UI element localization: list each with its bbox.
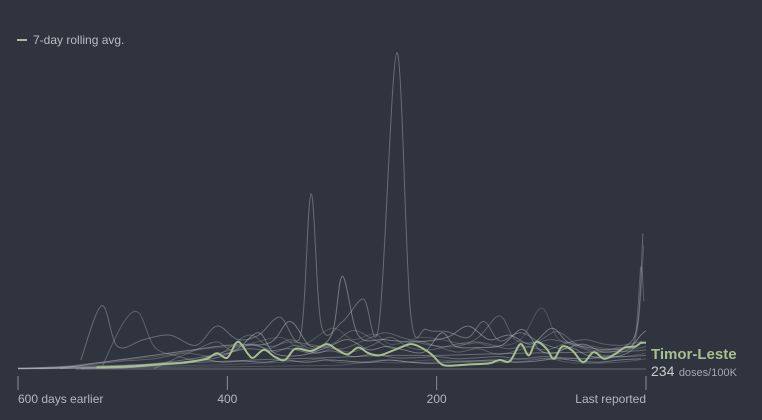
legend-swatch <box>17 39 27 41</box>
x-tick-label: 200 <box>427 392 447 406</box>
highlight-value: 234 <box>651 363 675 380</box>
highlight-country-label: Timor-Leste <box>651 346 737 363</box>
x-tick-label: Last reported <box>575 392 646 406</box>
legend: 7-day rolling avg. <box>17 33 124 47</box>
series-line <box>17 244 645 369</box>
series-line <box>17 352 647 370</box>
x-tick-label: 600 days earlier <box>18 392 103 406</box>
series-line <box>17 275 647 369</box>
x-tick-label: 400 <box>217 392 237 406</box>
legend-label: 7-day rolling avg. <box>33 33 125 47</box>
series-line <box>59 328 643 369</box>
background-series-group <box>17 52 647 370</box>
highlight-unit: doses/100K <box>678 367 737 380</box>
series-line <box>17 357 647 370</box>
series-line <box>38 315 647 369</box>
series-line <box>80 52 644 361</box>
series-line <box>153 336 640 369</box>
highlight-series-line <box>96 340 647 369</box>
highlight-callout: Timor-Leste 234 doses/100K <box>651 346 737 382</box>
